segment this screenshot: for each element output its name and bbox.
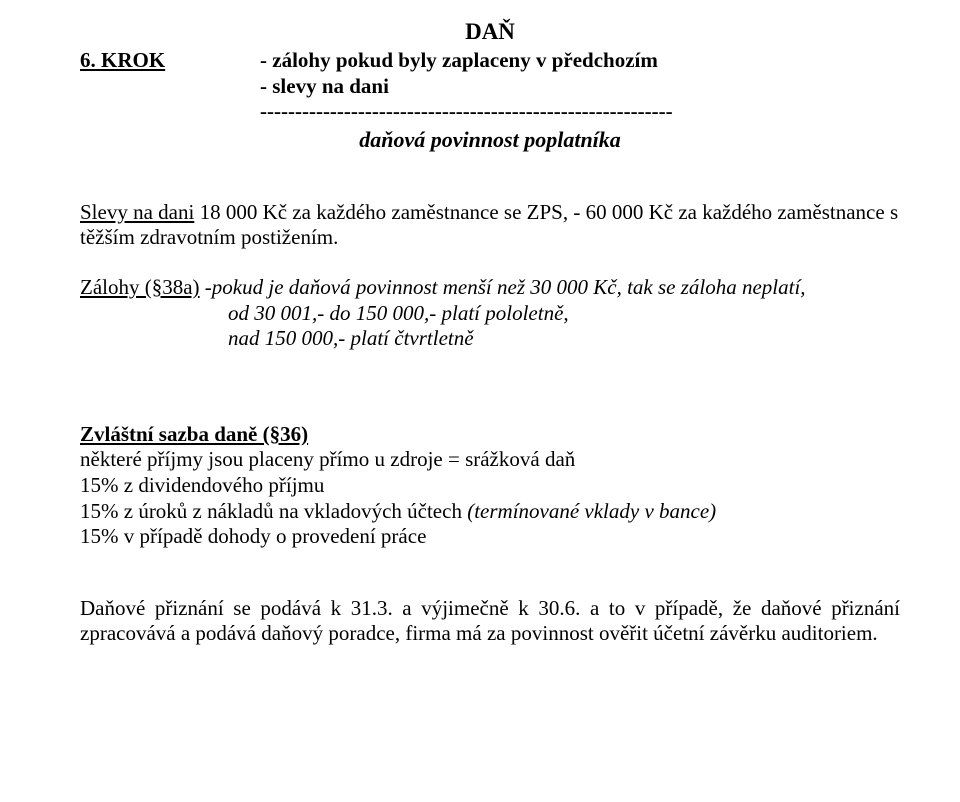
zvlastni-l4: 15% v případě dohody o provedení práce — [80, 524, 900, 550]
krok-row: 6. KROK - zálohy pokud byly zaplaceny v … — [80, 48, 900, 74]
zalohy-line1: Zálohy (§38a) -pokud je daňová povinnost… — [80, 275, 900, 301]
zvlastni-l1: některé příjmy jsou placeny přímo u zdro… — [80, 447, 900, 473]
danova-povinnost-heading: daňová povinnost poplatníka — [80, 127, 900, 154]
title-dan: DAŇ — [80, 18, 900, 46]
zvlastni-l3: 15% z úroků z nákladů na vkladových účte… — [80, 499, 900, 525]
krok-line-zalohy: - zálohy pokud byly zaplaceny v předchoz… — [260, 48, 658, 74]
zvlastni-l3b: (termínované vklady v bance) — [467, 499, 716, 523]
slevy-lead: Slevy na dani — [80, 200, 194, 224]
zvlastni-l3a: 15% z úroků z nákladů na vkladových účte… — [80, 499, 467, 523]
zalohy-sub2: nad 150 000,- platí čtvrtletně — [228, 326, 900, 352]
divider-dashes: ----------------------------------------… — [260, 99, 900, 125]
zvlastni-l2: 15% z dividendového příjmu — [80, 473, 900, 499]
slevy-paragraph: Slevy na dani 18 000 Kč za každého zaměs… — [80, 200, 900, 251]
document-page: DAŇ 6. KROK - zálohy pokud byly zaplacen… — [0, 0, 960, 647]
krok-line-slevy: - slevy na dani — [260, 74, 900, 100]
zvlastni-head: Zvláštní sazba daně (§36) — [80, 422, 900, 448]
zalohy-lead: Zálohy (§38a) — [80, 275, 200, 299]
zvlastni-block: Zvláštní sazba daně (§36) některé příjmy… — [80, 422, 900, 550]
slevy-rest: 18 000 Kč za každého zaměstnance se ZPS,… — [80, 200, 898, 250]
zalohy-block: Zálohy (§38a) -pokud je daňová povinnost… — [80, 275, 900, 352]
zalohy-sub1: od 30 001,- do 150 000,- platí pololetně… — [228, 301, 900, 327]
krok-label: 6. KROK — [80, 48, 260, 74]
zalohy-rest: -pokud je daňová povinnost menší než 30 … — [200, 275, 806, 299]
priznani-paragraph: Daňové přiznání se podává k 31.3. a výji… — [80, 596, 900, 647]
